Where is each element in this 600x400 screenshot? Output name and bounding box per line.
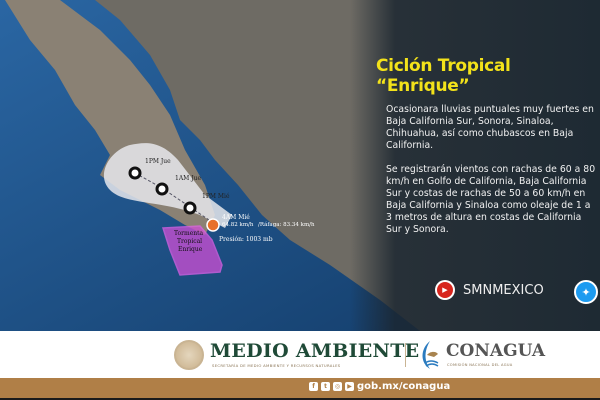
footer-links-bar: f t ◎ ▶ gob.mx/conagua — [0, 378, 600, 398]
label-1am-jue: 1AM Jue — [175, 175, 201, 182]
storm-label: Tropical — [177, 238, 202, 245]
youtube-handle: SMNMEXICO — [463, 282, 544, 298]
twitter-link[interactable]: ✦ — [574, 280, 598, 304]
medio-ambiente-logo: MEDIO AMBIENTE — [210, 340, 420, 362]
conagua-logo-icon — [422, 341, 439, 369]
medio-ambiente-subtitle: SECRETARÍA DE MEDIO AMBIENTE Y RECURSOS … — [212, 363, 341, 368]
twitter-icon: ✦ — [574, 280, 598, 304]
mexico-seal-logo — [174, 340, 204, 370]
label-current-time: 4AM Mié — [222, 214, 250, 221]
label-gust: /Ráfaga: 83.34 km/h — [258, 221, 315, 228]
wind-paragraph: Se registrarán vientos con rachas de 60 … — [386, 164, 596, 235]
forecast-point — [128, 166, 142, 180]
forecast-point — [155, 182, 169, 196]
facebook-icon[interactable]: f — [309, 382, 318, 391]
label-1pm-jue: 1PM Jue — [145, 158, 171, 165]
website-link[interactable]: gob.mx/conagua — [357, 381, 451, 392]
instagram-icon[interactable]: ◎ — [333, 382, 342, 391]
youtube-icon: ▶ — [435, 280, 455, 300]
storm-icon — [206, 218, 220, 232]
label-1pm-mie: 1PM Mié — [202, 193, 230, 200]
storm-label: Tormenta — [174, 230, 204, 237]
footer-banner: MEDIO AMBIENTE SECRETARÍA DE MEDIO AMBIE… — [0, 331, 600, 378]
twitter-icon[interactable]: t — [321, 382, 330, 391]
divider — [405, 343, 406, 367]
conagua-subtitle: COMISIÓN NACIONAL DEL AGUA — [447, 363, 513, 367]
storm-label: Enrique — [178, 246, 203, 253]
rain-paragraph: Ocasionara lluvias puntuales muy fuertes… — [386, 104, 594, 151]
warning-zone — [161, 225, 223, 276]
forecast-cone — [103, 143, 232, 228]
youtube-link[interactable]: ▶ SMNMEXICO — [435, 280, 544, 300]
label-pressure: Presión: 1003 mb — [219, 236, 273, 243]
youtube-icon[interactable]: ▶ — [345, 382, 354, 391]
conagua-logo: CONAGUA — [446, 341, 546, 361]
page-title: Ciclón Tropical “Enrique” — [376, 56, 511, 96]
forecast-point — [183, 201, 197, 215]
track-line — [134, 172, 213, 223]
bottom-edge — [0, 398, 600, 400]
label-wind: 64.82 km/h — [222, 222, 254, 228]
info-panel — [350, 0, 600, 331]
